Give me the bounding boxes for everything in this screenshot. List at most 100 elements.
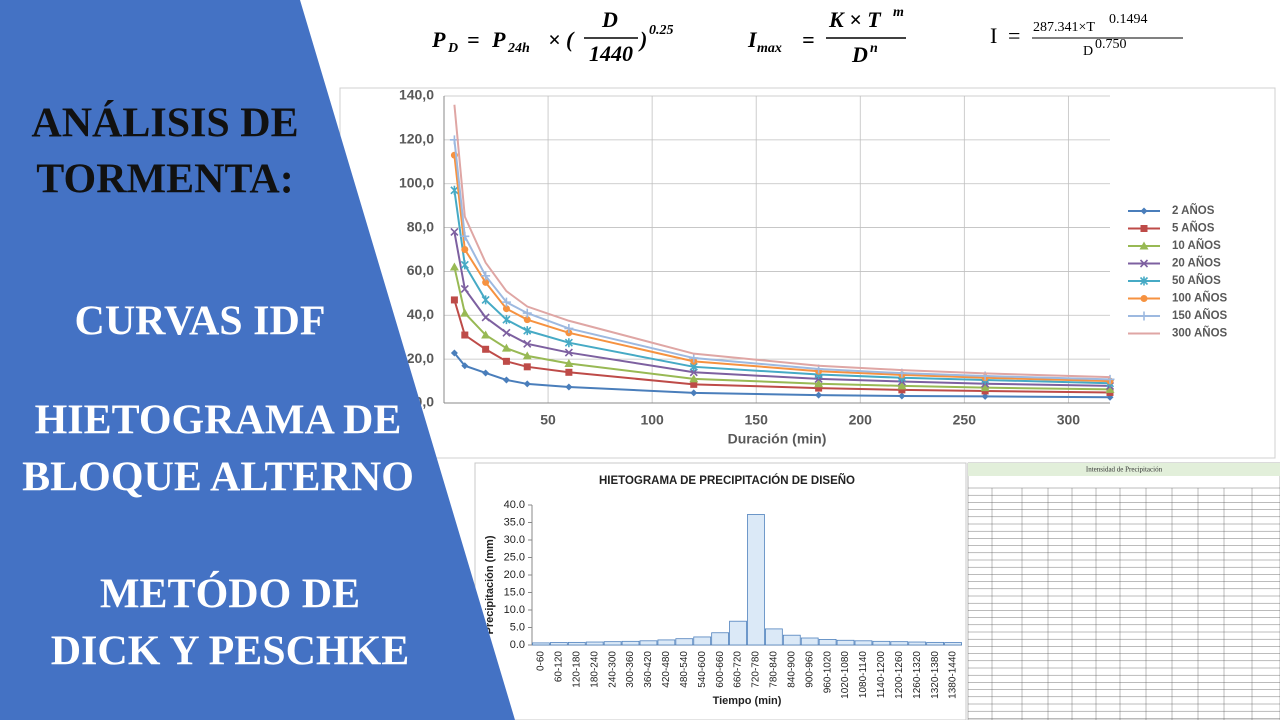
formula-part: I <box>747 27 758 52</box>
x-tick-label: 1380-1440 <box>948 651 959 699</box>
legend-label: 300 AÑOS <box>1172 327 1228 340</box>
marker <box>481 271 491 281</box>
table-frame <box>967 462 1280 720</box>
formula-part: 24h <box>507 41 530 56</box>
marker <box>460 284 469 294</box>
bar <box>729 620 747 646</box>
marker <box>502 328 511 337</box>
marker <box>815 391 823 399</box>
hietogram-frame <box>474 462 967 720</box>
idf-frame <box>339 87 1276 459</box>
table-header <box>968 463 1280 476</box>
legend-label: 100 AÑOS <box>1172 292 1228 305</box>
bar <box>567 641 586 646</box>
marker <box>897 381 907 390</box>
bar <box>908 641 927 646</box>
marker <box>690 389 698 397</box>
bar <box>657 639 676 646</box>
x-tick-label: 480-540 <box>679 651 690 688</box>
marker <box>565 368 573 376</box>
marker <box>522 351 532 360</box>
marker <box>460 308 470 317</box>
panel-item: CURVAS IDF <box>75 299 326 345</box>
series-line <box>453 104 1111 379</box>
formula: I = 287.341×T 0.1494 D 0.750 <box>990 12 1183 59</box>
x-tick-label: 1320-1380 <box>930 651 941 699</box>
bar <box>532 642 550 646</box>
panel-item: BLOQUE ALTERNO <box>22 455 414 501</box>
bar <box>854 640 873 646</box>
marker <box>564 338 573 348</box>
bar <box>944 642 962 646</box>
marker <box>502 315 511 325</box>
x-tick-label: 300 <box>1057 412 1081 428</box>
panel-text: ANÁLISIS DE TORMENTA: CURVAS IDF HIETOGR… <box>22 100 414 675</box>
marker <box>565 383 573 391</box>
y-tick-label: 80,0 <box>407 218 434 234</box>
marker <box>460 231 470 241</box>
hietogram-chart: HIETOGRAMA DE PRECIPITACIÓN DE DISEÑO 0.0… <box>484 474 962 707</box>
y-tick-label: 10.0 <box>504 604 525 616</box>
marker <box>564 359 574 368</box>
marker <box>461 331 469 339</box>
marker <box>1139 241 1149 250</box>
marker <box>980 383 990 392</box>
y-tick-label: 140,0 <box>399 87 434 103</box>
bar <box>836 639 855 646</box>
x-tick-label: 360-420 <box>643 651 654 688</box>
formula-part: D <box>447 41 458 56</box>
marker <box>523 339 532 348</box>
x-tick-label: 720-780 <box>751 651 762 688</box>
formula-part: 0.750 <box>1095 37 1127 52</box>
marker <box>450 227 459 237</box>
y-tick-label: 100,0 <box>399 174 434 190</box>
marker <box>482 278 490 286</box>
x-tick-label: 540-600 <box>697 651 708 688</box>
marker <box>523 363 531 371</box>
panel-item: METÓDO DE <box>100 571 360 618</box>
bar <box>621 640 640 646</box>
x-tick-label: 300-360 <box>625 651 636 688</box>
x-tick-label: 100 <box>640 412 664 428</box>
bar <box>818 639 837 646</box>
marker <box>461 362 469 370</box>
marker <box>523 316 531 324</box>
x-tick-label: 780-840 <box>769 651 780 688</box>
marker <box>450 185 459 195</box>
marker <box>502 305 510 313</box>
formula-part: K × T <box>828 7 882 32</box>
y-tick-label: 5.0 <box>510 621 525 633</box>
formula-part: 0.25 <box>649 23 674 38</box>
y-tick-label: 30.0 <box>504 534 525 546</box>
legend-label: 150 AÑOS <box>1172 309 1228 322</box>
panel-item: DICK Y PESCHKE <box>51 629 410 675</box>
x-tick-label: 150 <box>745 412 769 428</box>
bar <box>765 628 783 646</box>
x-tick-label: 240-300 <box>607 651 618 688</box>
x-tick-label: 900-960 <box>804 651 815 688</box>
x-tick-label: 660-720 <box>733 651 744 688</box>
x-tick-label: 1140-1200 <box>876 651 887 699</box>
y-tick-label: 0.0 <box>510 639 525 651</box>
marker <box>501 297 511 307</box>
bar <box>675 638 694 646</box>
marker <box>481 330 491 339</box>
y-tick-label: 40.0 <box>504 499 525 511</box>
legend-label: 50 AÑOS <box>1172 274 1221 287</box>
table-title: Intensidad de Precipitación <box>1086 466 1163 474</box>
y-axis-title: Precipitación (mm) <box>484 535 496 634</box>
x-tick-label: 600-660 <box>715 651 726 688</box>
formula-part: = <box>467 27 480 52</box>
x-tick-label: 250 <box>953 412 977 428</box>
x-tick-label: 1020-1080 <box>840 651 851 699</box>
y-tick-label: 15.0 <box>504 586 525 598</box>
bar <box>693 636 712 646</box>
marker <box>482 345 490 353</box>
bar <box>926 641 944 646</box>
marker <box>501 343 511 352</box>
bar <box>872 640 891 646</box>
formula-part: ) <box>638 27 647 52</box>
formula: P D = P 24h × ( D 1440 ) 0.25 <box>431 7 674 66</box>
